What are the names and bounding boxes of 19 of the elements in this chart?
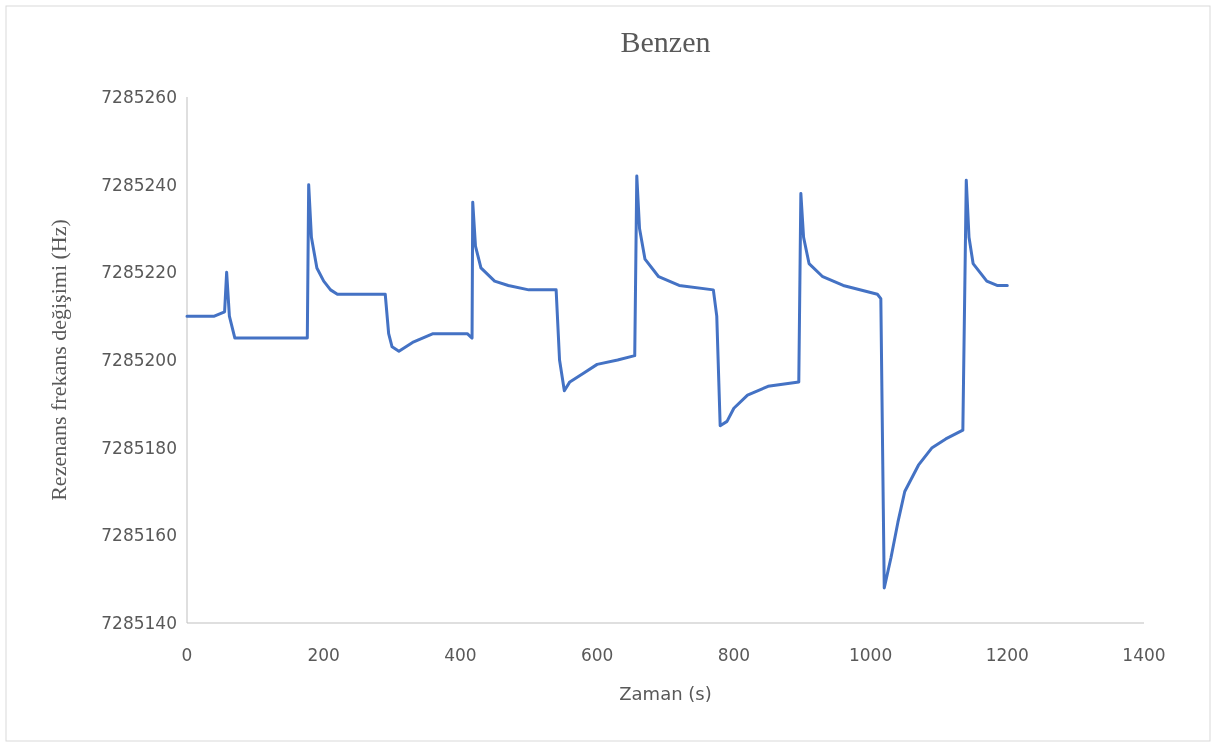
x-tick-label: 1200 xyxy=(985,645,1029,665)
x-tick-label: 200 xyxy=(307,645,340,665)
y-tick-label: 7285140 xyxy=(101,612,177,633)
x-tick-label: 400 xyxy=(444,645,477,665)
y-tick-label: 7285220 xyxy=(101,262,177,283)
x-tick-label: 0 xyxy=(181,645,193,665)
y-tick-label: 7285240 xyxy=(101,174,177,195)
y-tick-label: 7285180 xyxy=(101,437,177,458)
x-tick-label: 1400 xyxy=(1122,645,1166,665)
y-tick-label: 7285200 xyxy=(101,349,177,370)
x-tick-label: 800 xyxy=(717,645,751,665)
y-tick-label: 7285160 xyxy=(101,525,177,546)
y-axis-title: Rezenans frekans değişimi (Hz) xyxy=(46,219,71,501)
chart-title: Benzen xyxy=(620,25,711,58)
x-tick-label: 1000 xyxy=(848,645,893,665)
x-tick-label: 600 xyxy=(580,645,614,665)
line-series xyxy=(185,174,1009,590)
x-axis-title: Zaman (s) xyxy=(619,683,712,704)
y-tick-label: 7285260 xyxy=(101,86,177,107)
